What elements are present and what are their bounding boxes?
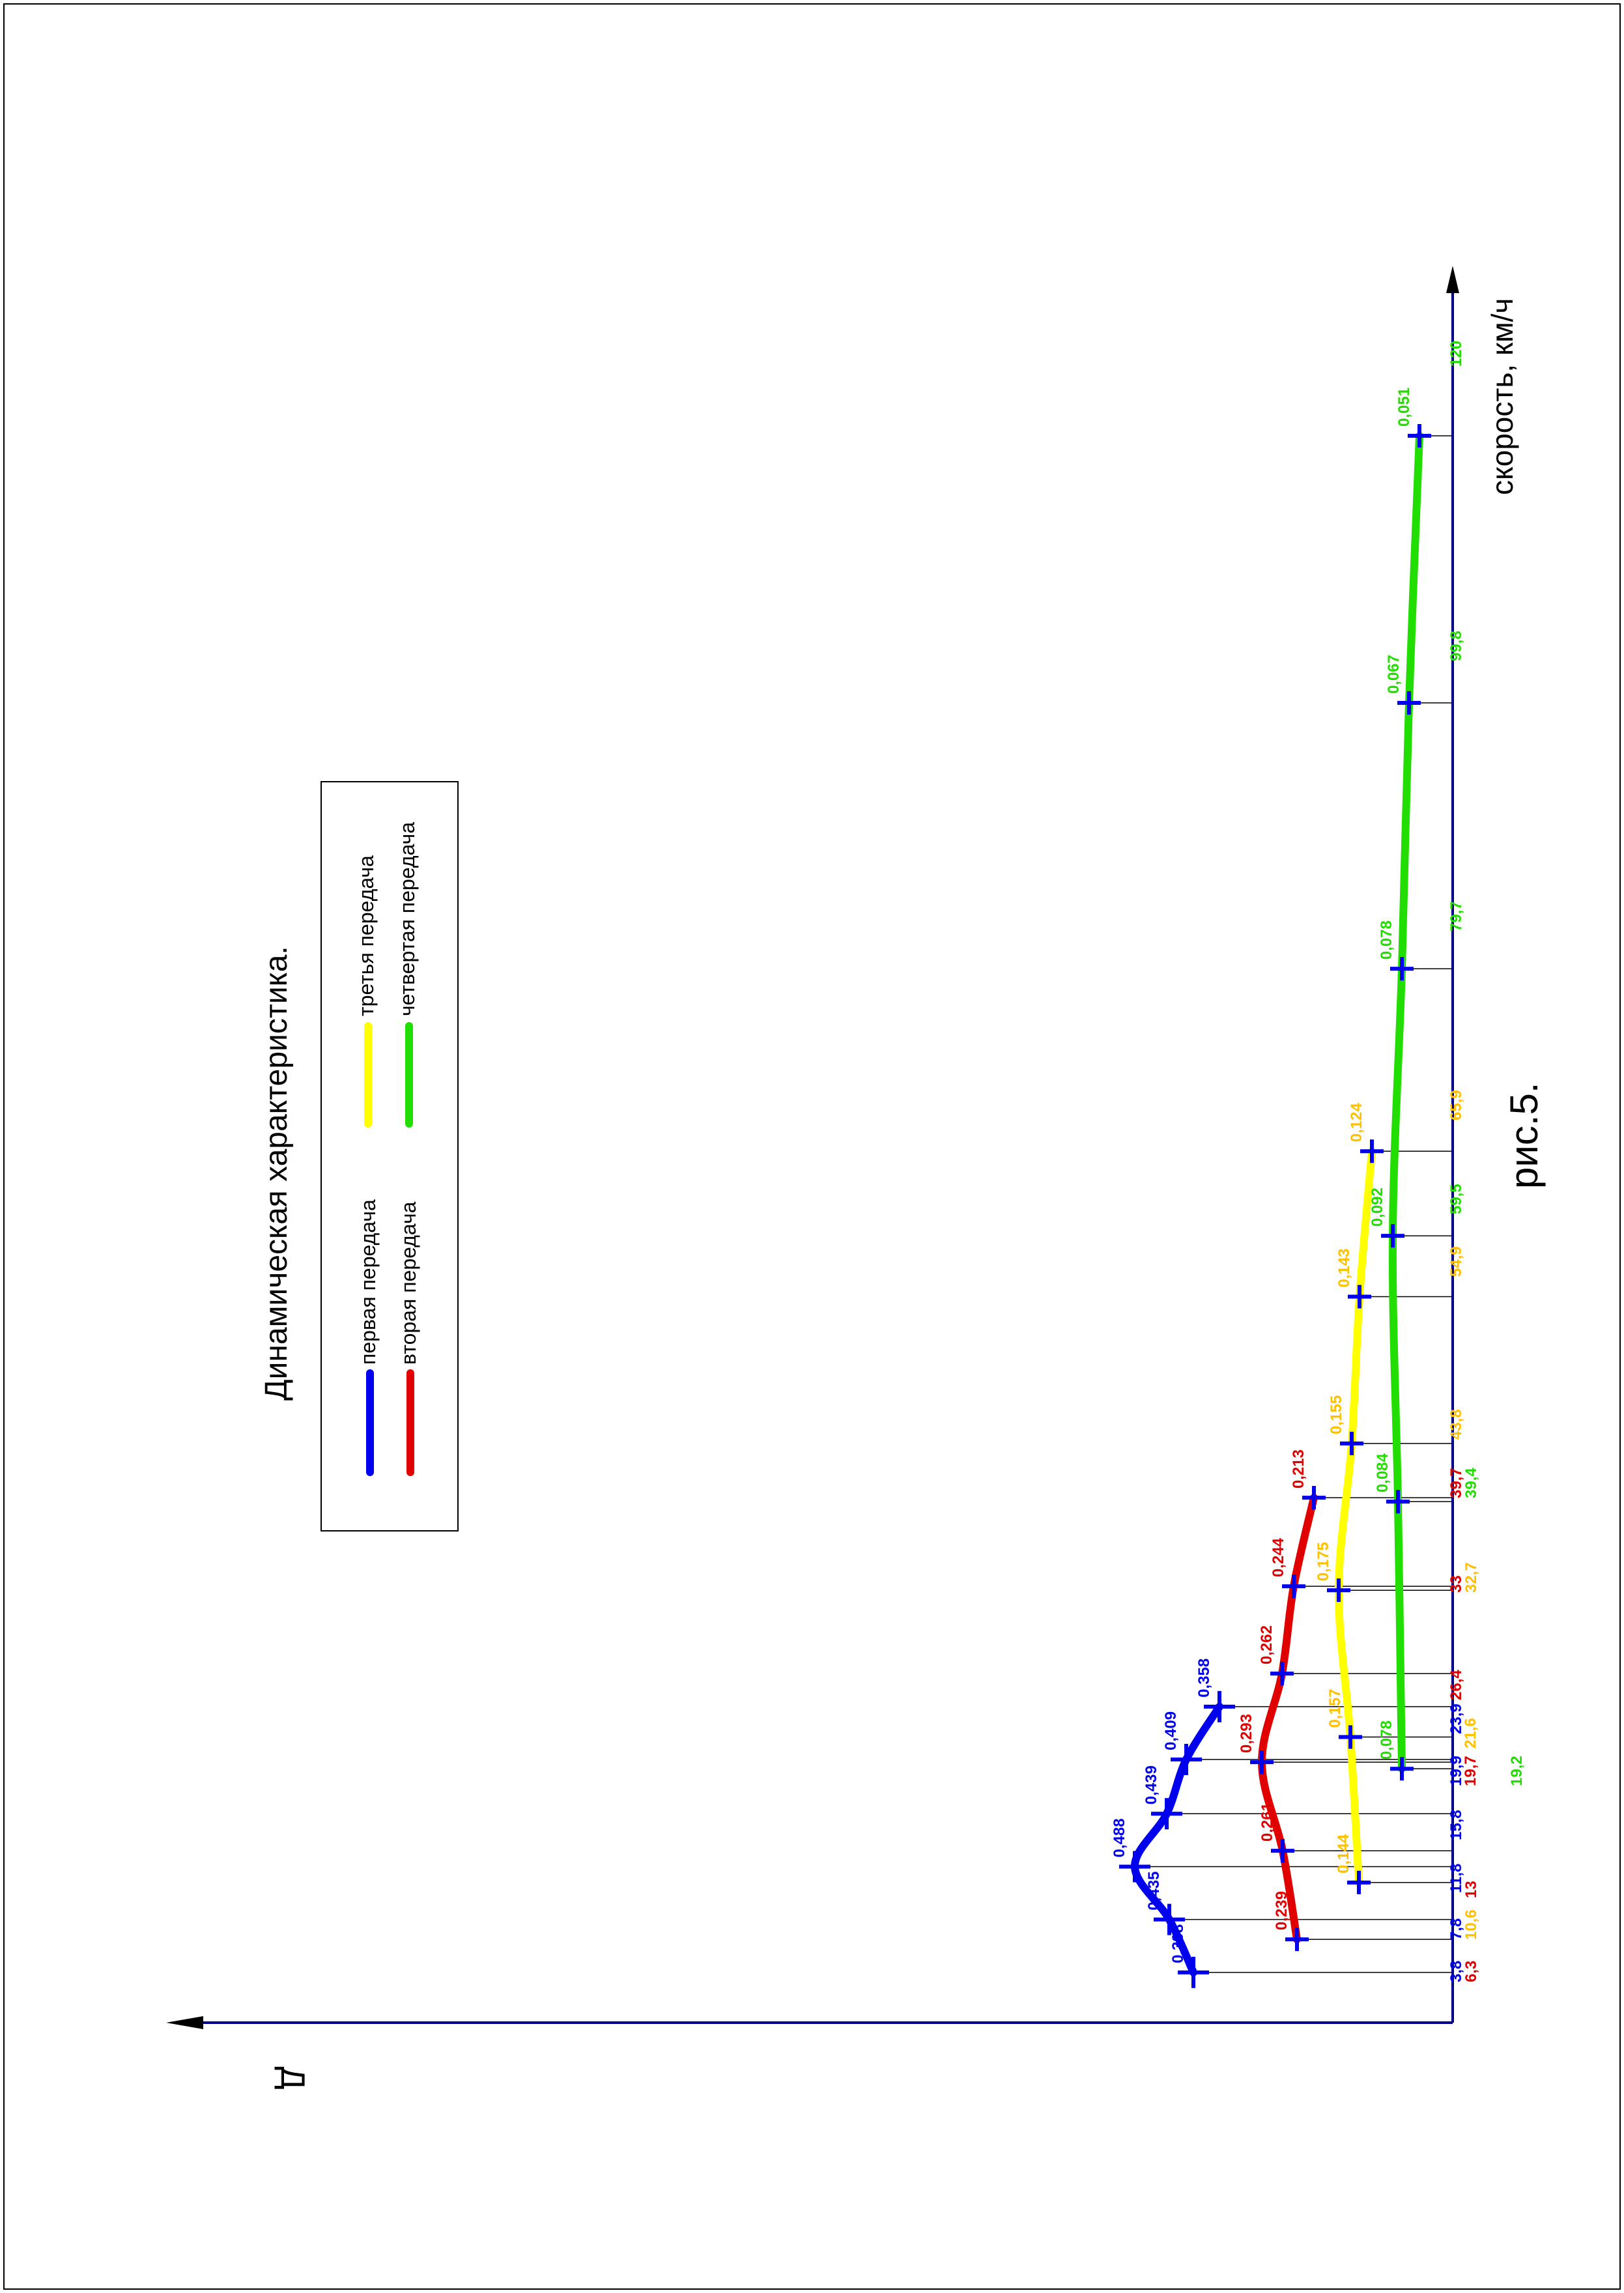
data-point bbox=[1154, 1903, 1185, 1935]
x-tick-label: 54,9 bbox=[1447, 1246, 1465, 1277]
data-point bbox=[1119, 1851, 1150, 1883]
data-label: 0,124 bbox=[1348, 1103, 1365, 1143]
data-label: 0,244 bbox=[1270, 1537, 1287, 1577]
legend: первая передача вторая передача третья пер… bbox=[321, 781, 459, 1531]
data-label: 0,488 bbox=[1111, 1818, 1128, 1857]
data-point bbox=[1397, 691, 1421, 715]
x-tick-label: 39,7 bbox=[1447, 1468, 1465, 1498]
data-point bbox=[1390, 1757, 1414, 1781]
data-point bbox=[1381, 1224, 1404, 1248]
axes: скорость, км/ч Д Динамическая характеристи… bbox=[166, 266, 1546, 2090]
x-tick-label: 13 bbox=[1462, 1881, 1480, 1898]
x-tick-label: 11,8 bbox=[1447, 1864, 1465, 1893]
x-tick-label: 19,2 bbox=[1508, 1756, 1526, 1786]
data-point bbox=[1151, 1798, 1182, 1830]
x-tick-label: 6,3 bbox=[1462, 1961, 1480, 1982]
data-point bbox=[1340, 1431, 1363, 1455]
data-point bbox=[1360, 1139, 1384, 1163]
data-label: 0,078 bbox=[1378, 920, 1395, 960]
x-tick-label: 33 bbox=[1447, 1575, 1465, 1593]
chart-title: Динамическая характеристика. bbox=[259, 946, 294, 1401]
sheet-border bbox=[3, 3, 1621, 2290]
data-label: 0,175 bbox=[1315, 1542, 1332, 1581]
data-label: 0,143 bbox=[1335, 1248, 1353, 1287]
data-label: 0,092 bbox=[1369, 1188, 1386, 1227]
data-label: 0,213 bbox=[1290, 1449, 1307, 1488]
data-point bbox=[1347, 1870, 1371, 1894]
data-point bbox=[1285, 1928, 1309, 1952]
y-axis-title: Д bbox=[274, 2066, 311, 2089]
legend-item: третья передача bbox=[354, 855, 378, 1128]
data-point bbox=[1390, 957, 1414, 981]
x-tick-label: 65,9 bbox=[1447, 1090, 1465, 1120]
data-label: 0,084 bbox=[1374, 1453, 1391, 1492]
x-tick-label: 39,4 bbox=[1462, 1468, 1480, 1498]
data-label: 0,439 bbox=[1143, 1765, 1160, 1804]
series-line-3 bbox=[1334, 1147, 1376, 1887]
data-point bbox=[1171, 1744, 1202, 1776]
data-label: 0,358 bbox=[1195, 1659, 1213, 1698]
data-point bbox=[1271, 1839, 1294, 1863]
data-label: 0,409 bbox=[1162, 1711, 1180, 1750]
data-point bbox=[1282, 1574, 1305, 1599]
y-axis-arrow bbox=[166, 2016, 203, 2029]
series-line-4 bbox=[1388, 432, 1423, 1773]
x-tick-label: 23,9 bbox=[1447, 1703, 1465, 1734]
x-tick-label: 15,8 bbox=[1447, 1810, 1465, 1840]
data-label: 0,078 bbox=[1378, 1720, 1395, 1759]
data-label: 0,239 bbox=[1273, 1891, 1290, 1930]
data-point bbox=[1386, 1490, 1410, 1514]
data-point bbox=[1408, 424, 1431, 448]
data-label: 0,262 bbox=[1258, 1625, 1275, 1664]
legend-box bbox=[321, 781, 459, 1531]
data-label: 0,261 bbox=[1259, 1802, 1276, 1842]
x-tick-label: 32,7 bbox=[1462, 1562, 1480, 1593]
data-point bbox=[1204, 1690, 1235, 1722]
data-label: 0,155 bbox=[1328, 1395, 1345, 1434]
point-markers bbox=[1119, 424, 1431, 1988]
x-tick-label: 3,8 bbox=[1447, 1961, 1465, 1982]
legend-item: четвертая передача bbox=[395, 822, 419, 1128]
legend-item: первая передача bbox=[356, 1199, 380, 1476]
x-tick-label: 19,7 bbox=[1462, 1756, 1479, 1786]
x-tick-label: 59,5 bbox=[1447, 1184, 1465, 1214]
data-point bbox=[1270, 1662, 1294, 1686]
x-tick-label: 10,6 bbox=[1462, 1909, 1480, 1940]
x-tick-label: 21,6 bbox=[1462, 1718, 1479, 1748]
series-curves bbox=[1130, 432, 1423, 1976]
x-tick-label: 7,8 bbox=[1447, 1918, 1465, 1940]
x-tick-label: 120 bbox=[1447, 341, 1465, 367]
data-point bbox=[1250, 1750, 1274, 1774]
legend-label: первая передача bbox=[356, 1199, 380, 1365]
data-label: 0,293 bbox=[1238, 1714, 1255, 1753]
x-tick-label: 99,8 bbox=[1447, 631, 1465, 661]
data-label: 0,067 bbox=[1385, 655, 1403, 694]
data-point bbox=[1302, 1486, 1326, 1510]
x-tick-label: 19,9 bbox=[1447, 1756, 1465, 1786]
legend-label: третья передача bbox=[354, 855, 378, 1016]
data-point bbox=[1348, 1285, 1371, 1309]
data-label: 0,051 bbox=[1395, 388, 1413, 427]
data-point bbox=[1339, 1725, 1362, 1749]
data-label: 0,398 bbox=[1169, 1924, 1187, 1963]
x-tick-label: 79,7 bbox=[1447, 901, 1465, 932]
figure-caption: рис.5. bbox=[1502, 1082, 1546, 1189]
legend-label: вторая передача bbox=[397, 1201, 420, 1365]
data-label: 0,435 bbox=[1145, 1872, 1163, 1911]
legend-label: четвертая передача bbox=[395, 822, 419, 1016]
data-label: 0,144 bbox=[1335, 1834, 1352, 1873]
series-line-2 bbox=[1257, 1494, 1318, 1944]
data-label: 0,157 bbox=[1326, 1688, 1344, 1728]
x-axis-arrow bbox=[1446, 266, 1459, 293]
text-labels: 3,86,37,810,611,81315,819,219,719,921,62… bbox=[1111, 341, 1526, 1982]
data-point bbox=[1327, 1578, 1350, 1602]
legend-item: вторая передача bbox=[397, 1201, 420, 1476]
x-axis-title: скорость, км/ч bbox=[1485, 298, 1519, 495]
data-point bbox=[1178, 1956, 1209, 1988]
x-tick-label: 26,4 bbox=[1447, 1670, 1465, 1700]
x-tick-label: 43,8 bbox=[1447, 1409, 1465, 1440]
